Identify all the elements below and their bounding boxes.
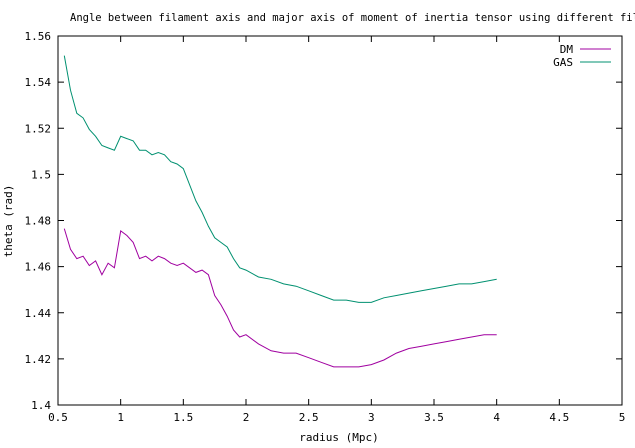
y-tick-label: 1.56 (25, 30, 52, 43)
series-line-gas (63, 55, 497, 303)
series-lines (63, 55, 497, 368)
plot-border (57, 35, 623, 406)
axis-ticks: 0.5 1 1.5 2 2.5 3 3.5 4 4.5 51.41.421.441.461.481… (25, 30, 626, 424)
y-tick-label: 1.5 (31, 168, 51, 181)
x-tick-label: 5 (619, 411, 626, 424)
x-tick-label: 2 (243, 411, 250, 424)
y-tick-label: 1.46 (25, 261, 52, 274)
y-tick-label: 1.4 (31, 399, 51, 412)
y-axis-label: theta (rad) (2, 185, 15, 258)
x-tick-label: 4.5 (549, 411, 569, 424)
legend-label-dm: DM (560, 43, 574, 56)
y-tick-label: 1.54 (25, 76, 52, 89)
x-tick-label: 4 (493, 411, 500, 424)
x-tick-label: 3.5 (424, 411, 444, 424)
y-tick-label: 1.48 (25, 215, 52, 228)
legend-label-gas: GAS (553, 56, 573, 69)
x-tick-label: 2.5 (299, 411, 319, 424)
y-tick-label: 1.44 (25, 307, 52, 320)
x-axis-label: radius (Mpc) (299, 431, 378, 444)
y-tick-label: 1.52 (25, 122, 52, 135)
series-line-dm (63, 228, 497, 368)
x-tick-label: 3 (368, 411, 375, 424)
x-tick-label: 1.5 (173, 411, 193, 424)
plot-area (57, 35, 623, 406)
x-tick-label: 0.5 (48, 411, 68, 424)
chart-title: Angle between filament axis and major ax… (70, 12, 635, 24)
x-tick-label: 1 (117, 411, 124, 424)
y-tick-label: 1.42 (25, 353, 52, 366)
